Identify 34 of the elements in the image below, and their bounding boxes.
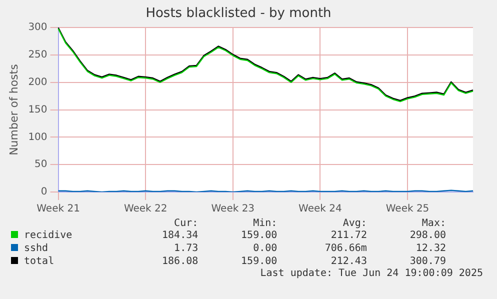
y-axis-title: Number of hosts — [7, 64, 20, 156]
text: 159.00 — [240, 229, 278, 242]
text: 298.00 — [408, 229, 447, 242]
y-tick-label: 150 — [28, 104, 48, 116]
y-tick-label: 100 — [28, 132, 48, 143]
text: 186.08 — [161, 255, 200, 268]
text: 1.73 — [173, 242, 200, 255]
text: 159.00 — [240, 255, 278, 268]
x-tick-label: Week 23 — [211, 204, 255, 215]
y-tick-label: 250 — [28, 50, 48, 61]
y-tick-label: 0 — [40, 186, 48, 198]
x-tick-label: Week 25 — [386, 204, 430, 215]
text: Last update: Tue Jun 24 19:00:09 2025 — [259, 268, 484, 279]
legend-label: recidive — [23, 229, 74, 242]
x-tick-label: Week 24 — [298, 204, 342, 215]
text: 12.32 — [414, 242, 447, 255]
text: 300.79 — [408, 255, 447, 268]
y-tick-label: 200 — [28, 76, 48, 88]
y-tick-label: 300 — [28, 22, 48, 34]
text: 212.43 — [330, 255, 368, 268]
text: 706.66m — [324, 242, 368, 255]
chart-title: Hosts blacklisted - by month — [146, 6, 332, 22]
text: 184.34 — [161, 229, 200, 242]
y-tick-label: 50 — [34, 159, 48, 170]
text: Cur: — [173, 218, 200, 229]
text: Max: — [420, 218, 447, 229]
x-tick-label: Week 22 — [124, 204, 168, 215]
text: Min: — [252, 218, 278, 229]
text: 211.72 — [330, 229, 368, 242]
legend-label: sshd — [23, 242, 50, 255]
text: 0.00 — [252, 242, 278, 255]
legend-label: total — [23, 255, 56, 268]
x-tick-label: Week 21 — [36, 204, 80, 215]
text: Avg: — [342, 218, 368, 229]
